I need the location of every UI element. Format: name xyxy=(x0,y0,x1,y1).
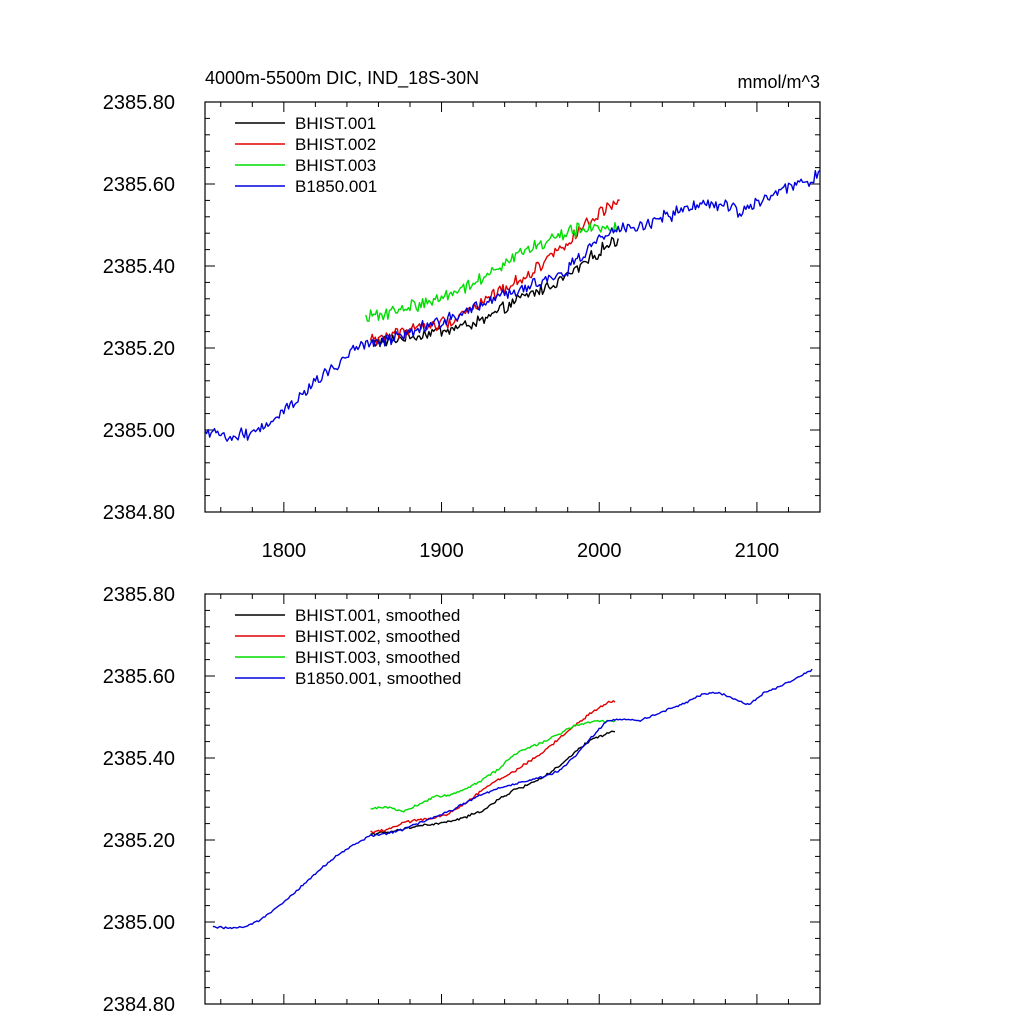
y-tick-label: 2385.40 xyxy=(103,256,175,278)
series-line-bhist-002 xyxy=(369,199,620,346)
chart-title: 4000m-5500m DIC, IND_18S-30N xyxy=(205,68,479,89)
legend-label: B1850.001 xyxy=(295,177,377,196)
series-line-bhist-003 xyxy=(365,222,619,322)
y-tick-label: 2385.80 xyxy=(103,92,175,114)
legend-label: BHIST.001 xyxy=(295,114,376,133)
legend-label: BHIST.002 xyxy=(295,135,376,154)
series-line-bhist-002-smoothed xyxy=(370,700,616,834)
series-line-b1850-001-smoothed xyxy=(212,668,813,930)
x-tick-label: 1900 xyxy=(419,540,464,562)
x-tick-label: 1800 xyxy=(262,540,307,562)
y-tick-label: 2385.80 xyxy=(103,584,175,606)
legend-label: BHIST.002, smoothed xyxy=(295,627,460,646)
y-tick-label: 2385.00 xyxy=(103,912,175,934)
x-tick-label: 2100 xyxy=(735,540,780,562)
x-tick-label: 2000 xyxy=(577,540,622,562)
y-tick-label: 2385.20 xyxy=(103,338,175,360)
bottom-panel: 2384.80 2385.00 2385.20 2385.40 2385.60 2385.… xyxy=(103,584,821,1016)
y-tick-label: 2385.60 xyxy=(103,666,175,688)
series-line-bhist-003-smoothed xyxy=(370,719,616,813)
series-line-b1850-001 xyxy=(204,169,821,442)
y-tick-label: 2385.20 xyxy=(103,830,175,852)
plot-frame xyxy=(204,101,821,513)
legend-label: B1850.001, smoothed xyxy=(295,669,461,688)
series-line-bhist-001 xyxy=(370,236,619,348)
plot-frame xyxy=(204,593,821,1005)
legend-label: BHIST.003 xyxy=(295,156,376,175)
units-label: mmol/m^3 xyxy=(738,72,820,92)
y-tick-label: 2385.60 xyxy=(103,174,175,196)
y-tick-label: 2384.80 xyxy=(103,994,175,1016)
series-line-bhist-001-smoothed xyxy=(370,730,616,836)
y-tick-label: 2385.40 xyxy=(103,748,175,770)
top-panel: 2384.80 2385.00 2385.20 2385.40 2385.60 2385.… xyxy=(103,92,821,562)
legend-label: BHIST.001, smoothed xyxy=(295,606,460,625)
y-tick-label: 2384.80 xyxy=(103,502,175,524)
y-tick-label: 2385.00 xyxy=(103,420,175,442)
legend-label: BHIST.003, smoothed xyxy=(295,648,460,667)
